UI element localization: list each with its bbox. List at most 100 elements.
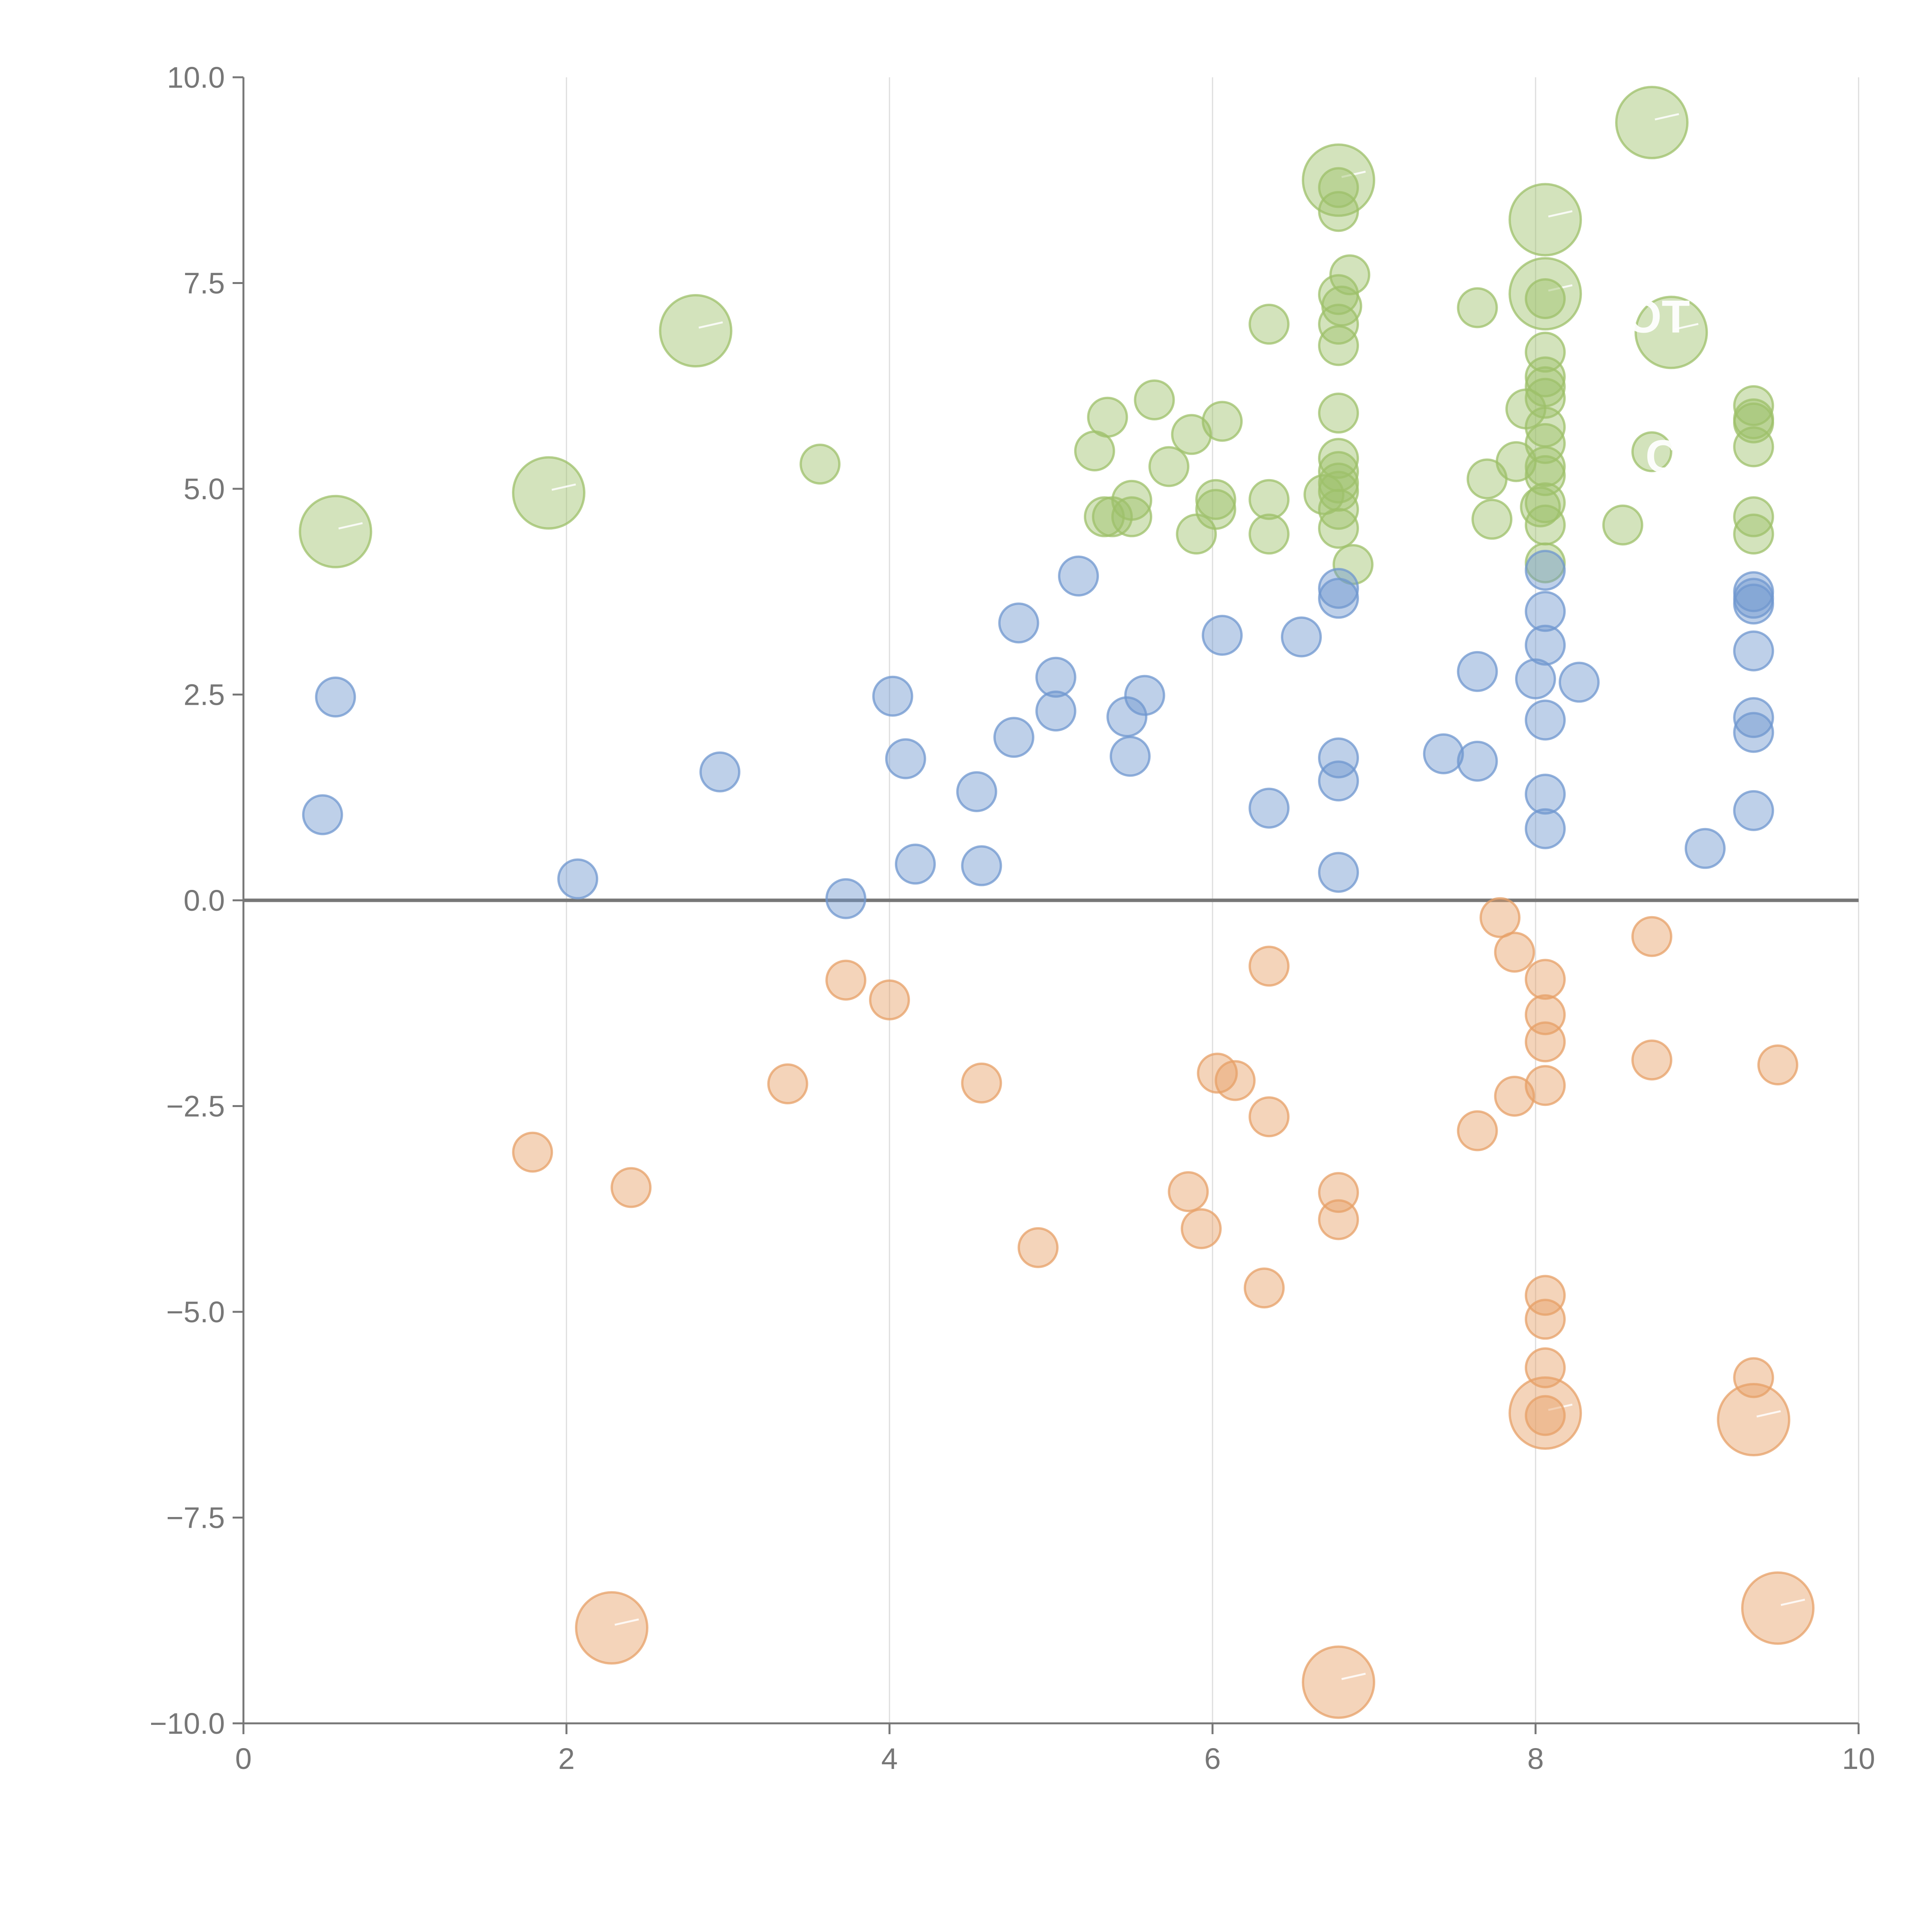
green-bubble: [1248, 479, 1290, 520]
green-bubble: [1248, 304, 1290, 345]
green-bubble: [1471, 498, 1513, 540]
x-tick-label: 2: [558, 1742, 575, 1776]
label-connector: [1548, 1403, 1573, 1411]
green-bubble: [1509, 183, 1582, 257]
blue-bubble: [699, 751, 741, 793]
green-bubble: [1318, 438, 1359, 479]
orange-bubble: [1248, 946, 1290, 987]
green-bubble: [1195, 479, 1236, 520]
orange-bubble: [1494, 932, 1535, 973]
green-bubble: [512, 456, 586, 530]
green-bubble: [1733, 496, 1774, 537]
annotation-ce: CE: [1645, 430, 1710, 482]
green-bubble: [1631, 431, 1672, 473]
green-bubble: [1318, 325, 1359, 366]
orange-bubble: [1525, 1347, 1566, 1388]
blue-bubble: [1248, 787, 1290, 829]
orange-bubble: [1494, 1075, 1535, 1117]
blue-bubble: [1035, 690, 1077, 732]
blue-bubble: [998, 602, 1039, 644]
annotation-hot: HOT: [1592, 291, 1690, 342]
y-tick-label: −2.5: [166, 1090, 225, 1123]
label-connector: [1341, 1673, 1366, 1680]
orange-bubble: [1480, 897, 1521, 938]
green-bubble: [1525, 378, 1566, 419]
orange-bubble: [1525, 959, 1566, 1000]
blue-bubble: [1318, 568, 1359, 609]
blue-bubble: [872, 675, 913, 717]
y-tick-label: −5.0: [166, 1296, 225, 1329]
label-connector: [1548, 210, 1573, 218]
blue-bubble: [961, 845, 1002, 886]
blue-bubble: [1109, 736, 1151, 777]
green-bubble: [1318, 304, 1359, 345]
green-bubble: [1525, 423, 1566, 464]
green-bubble: [1111, 496, 1152, 537]
blue-bubble: [993, 717, 1034, 758]
orange-bubble: [1168, 1171, 1209, 1213]
green-bubble: [1302, 143, 1376, 217]
green-bubble: [659, 294, 733, 368]
x-tick-label: 10: [1842, 1742, 1875, 1776]
orange-bubble: [575, 1591, 649, 1665]
orange-bubble: [1180, 1208, 1222, 1249]
green-bubble: [1733, 514, 1774, 555]
blue-bubble: [1318, 737, 1359, 779]
green-bubble: [1171, 414, 1212, 455]
blue-bubble: [1558, 662, 1600, 703]
blue-bubble: [1525, 549, 1566, 591]
blue-bubble: [1733, 790, 1774, 831]
label-connector: [1781, 1599, 1805, 1606]
orange-bubble: [1757, 1044, 1798, 1085]
orange-bubble: [1525, 1275, 1566, 1316]
annotations: HOT CE: [1592, 291, 1710, 482]
green-bubble: [1602, 504, 1643, 546]
blue-bubble: [1525, 774, 1566, 815]
blue-bubble: [1035, 656, 1077, 698]
orange-bubble: [1243, 1267, 1285, 1309]
orange-bubble: [1457, 1110, 1498, 1151]
orange-bubble: [1525, 1065, 1566, 1106]
blue-bubble: [956, 771, 997, 812]
orange-bubble: [1631, 1039, 1672, 1081]
green-bubble: [1318, 393, 1359, 434]
y-tick-label: 5.0: [184, 473, 225, 506]
y-tick-label: 7.5: [184, 267, 225, 300]
green-bubble: [1087, 396, 1128, 438]
orange-bubble: [1525, 1299, 1566, 1340]
orange-bubble: [767, 1063, 808, 1104]
blue-bubble: [1318, 852, 1359, 893]
orange-bubble: [1631, 916, 1672, 957]
green-bubble: [1615, 86, 1689, 160]
green-bubble: [1148, 446, 1190, 487]
blue-bubble: [1457, 741, 1498, 782]
blue-bubble: [1457, 651, 1498, 692]
blue-bubble: [1318, 578, 1359, 619]
green-bubble: [1733, 426, 1774, 468]
tick-labels: 0 2 4 6 8 10 10.0 7.5 5.0 2.5 0.0 −2.5 −5.0 −7.5 −10.0: [150, 61, 1875, 1776]
y-tick-label: −10.0: [150, 1707, 225, 1740]
green-bubble: [1457, 287, 1498, 328]
green-bubble: [1111, 480, 1152, 521]
blue-bubble: [557, 858, 599, 900]
blue-bubble: [315, 676, 356, 718]
blue-bubble: [1423, 733, 1464, 774]
orange-bubble: [1525, 1021, 1566, 1063]
label-connector: [1674, 323, 1699, 330]
label-connector: [614, 1618, 639, 1626]
blue-bubble: [895, 844, 936, 885]
green-bubble: [299, 495, 372, 568]
blue-bubble: [1733, 712, 1774, 753]
y-tick-label: 10.0: [167, 61, 225, 94]
green-bubble: [1509, 257, 1582, 331]
green-bubble: [1329, 254, 1371, 296]
orange-bubble: [611, 1167, 652, 1208]
green-bubble: [1318, 471, 1359, 512]
orange-bubble: [1717, 1383, 1791, 1457]
bubbles: [299, 86, 1815, 1719]
green-bubble: [1202, 401, 1243, 442]
green-bubble: [1195, 489, 1236, 530]
green-bubble: [1634, 296, 1708, 369]
blue-bubble: [1733, 583, 1774, 625]
blue-bubble: [1684, 828, 1726, 869]
